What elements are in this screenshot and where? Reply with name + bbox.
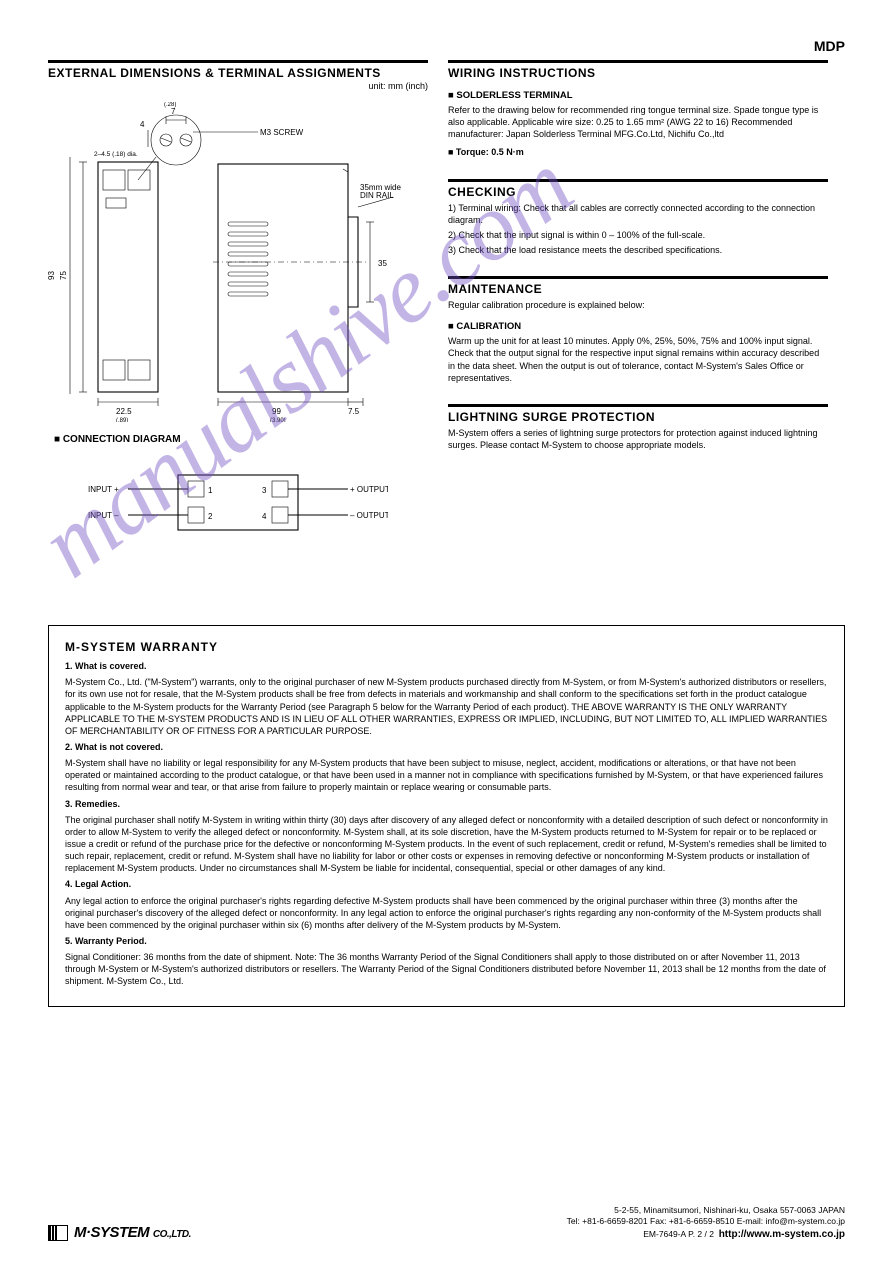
outn-label: – OUTPUT xyxy=(350,511,388,520)
section-title-checking: CHECKING xyxy=(448,179,828,199)
probe-dia-text: 2–4.5 (.18) dia. xyxy=(94,151,138,158)
footer-url[interactable]: http://www.m-system.co.jp xyxy=(719,1229,845,1240)
term-2: 2 xyxy=(208,512,213,521)
dim-screw-spacing-in: (.28) xyxy=(164,102,176,108)
inp-label: INPUT + xyxy=(88,485,119,494)
page: MDP EXTERNAL DIMENSIONS & TERMINAL ASSIG… xyxy=(0,0,893,1263)
dim-top: 4 xyxy=(140,120,145,129)
warranty-p5-head: 5. Warranty Period. xyxy=(65,935,828,947)
section-title-wiring: WIRING INSTRUCTIONS xyxy=(448,60,828,80)
section-title-maintenance: MAINTENANCE xyxy=(448,276,828,296)
dim-depth-in: (3.90) xyxy=(270,418,286,422)
torque-text: ■ Torque: 0.5 N·m xyxy=(448,146,828,158)
warranty-p2-body: M-System shall have no liability or lega… xyxy=(65,757,828,793)
dim-depth2: 7.5 xyxy=(348,407,360,416)
warranty-p5-body: Signal Conditioner: 36 months from the d… xyxy=(65,951,828,987)
dim-screw-spacing: 7 xyxy=(171,107,176,116)
check-line3: 3) Check that the load resistance meets … xyxy=(448,244,828,256)
connection-title: ■ CONNECTION DIAGRAM xyxy=(54,434,428,445)
term-1: 1 xyxy=(208,486,213,495)
connection-diagram: 1 3 2 4 INPUT + INPUT – + OUTPUT – OUTPU… xyxy=(88,463,428,555)
left-column: EXTERNAL DIMENSIONS & TERMINAL ASSIGNMEN… xyxy=(48,60,428,555)
solderless-body: Refer to the drawing below for recommend… xyxy=(448,104,828,140)
dim-width: 22.5 xyxy=(116,407,132,416)
inn-label: INPUT – xyxy=(88,511,119,520)
screw-label-text: M3 SCREW xyxy=(260,128,304,137)
warranty-p3-head: 3. Remedies. xyxy=(65,798,828,810)
warranty-p4-head: 4. Legal Action. xyxy=(65,878,828,890)
model-tag: MDP xyxy=(814,38,845,54)
dim-rail-h: 35 xyxy=(378,259,387,268)
unit-label: unit: mm (inch) xyxy=(48,80,428,92)
warranty-box: M-SYSTEM WARRANTY 1. What is covered. M-… xyxy=(48,625,845,1006)
outp-label: + OUTPUT xyxy=(350,485,388,494)
term-4: 4 xyxy=(262,512,267,521)
dim-width-in: (.89) xyxy=(116,418,128,422)
dim-height: 75 xyxy=(59,271,68,280)
connection-title-text: CONNECTION DIAGRAM xyxy=(63,434,181,445)
logo-text: M·SYSTEM CO.,LTD. xyxy=(74,1224,191,1241)
maint-intro: Regular calibration procedure is explain… xyxy=(448,299,828,311)
footer-docnum: EM-7649-A P. 2 / 2 xyxy=(643,1229,714,1239)
section-title-dimensions: EXTERNAL DIMENSIONS & TERMINAL ASSIGNMEN… xyxy=(48,60,428,80)
rail-text: DIN RAIL xyxy=(360,191,394,200)
warranty-p1-body: M-System Co., Ltd. ("M-System") warrants… xyxy=(65,676,828,737)
footer-right: 5-2-55, Minamitsumori, Nishinari-ku, Osa… xyxy=(567,1205,845,1241)
term-3: 3 xyxy=(262,486,267,495)
footer-tel: Tel: +81-6-6659-8201 Fax: +81-6-6659-851… xyxy=(567,1216,845,1227)
check-line1: 1) Terminal wiring: Check that all cable… xyxy=(448,202,828,226)
two-column-layout: EXTERNAL DIMENSIONS & TERMINAL ASSIGNMEN… xyxy=(48,60,845,555)
dimension-drawing: M3 SCREW 7 (.28) 4 22.5 (.89) xyxy=(48,102,428,424)
dim-height-body: 93 xyxy=(48,271,56,280)
lightning-body: M-System offers a series of lightning su… xyxy=(448,427,828,451)
logo-icon xyxy=(48,1225,68,1241)
warranty-p2-head: 2. What is not covered. xyxy=(65,741,828,753)
warranty-p1-head: 1. What is covered. xyxy=(65,660,828,672)
section-title-lightning: LIGHTNING SURGE PROTECTION xyxy=(448,404,828,424)
right-column: WIRING INSTRUCTIONS ■ SOLDERLESS TERMINA… xyxy=(448,60,828,555)
warranty-p4-body: Any legal action to enforce the original… xyxy=(65,895,828,931)
calibration-body: Warm up the unit for at least 10 minutes… xyxy=(448,335,828,384)
check-line2: 2) Check that the input signal is within… xyxy=(448,229,828,241)
calibration-head: ■ CALIBRATION xyxy=(448,321,828,332)
solderless-head: ■ SOLDERLESS TERMINAL xyxy=(448,90,828,101)
warranty-title: M-SYSTEM WARRANTY xyxy=(65,640,828,654)
footer-address: 5-2-55, Minamitsumori, Nishinari-ku, Osa… xyxy=(567,1205,845,1216)
logo-block: M·SYSTEM CO.,LTD. xyxy=(48,1224,191,1241)
dim-depth: 99 xyxy=(272,407,281,416)
warranty-p3-body: The original purchaser shall notify M-Sy… xyxy=(65,814,828,875)
page-footer: M·SYSTEM CO.,LTD. 5-2-55, Minamitsumori,… xyxy=(48,1205,845,1241)
